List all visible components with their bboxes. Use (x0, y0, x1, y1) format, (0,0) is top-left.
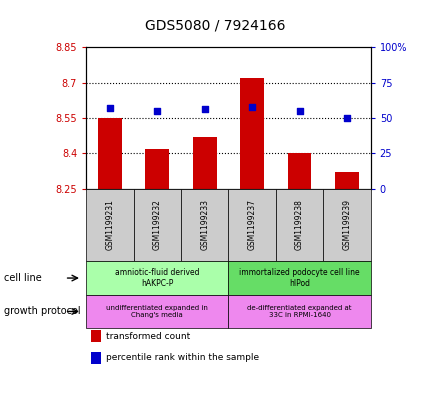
Point (154, 108, 160, 114)
Point (248, 103, 255, 110)
Text: undifferentiated expanded in
Chang's media: undifferentiated expanded in Chang's med… (106, 305, 208, 318)
Text: immortalized podocyte cell line
hIPod: immortalized podocyte cell line hIPod (239, 268, 359, 288)
Text: transformed count: transformed count (105, 332, 189, 340)
Point (343, 115, 350, 121)
Bar (334, 172, 358, 189)
Text: cell line: cell line (4, 273, 42, 283)
Point (295, 108, 302, 114)
Text: GSM1199231: GSM1199231 (105, 200, 114, 250)
Bar (287, 153, 310, 189)
Bar (240, 78, 263, 189)
Text: GSM1199233: GSM1199233 (200, 200, 209, 250)
Bar (145, 149, 169, 189)
Text: GSM1199232: GSM1199232 (153, 200, 161, 250)
Text: percentile rank within the sample: percentile rank within the sample (105, 353, 258, 362)
Point (201, 106, 208, 112)
Text: GSM1199237: GSM1199237 (247, 200, 256, 250)
Bar (98, 118, 121, 189)
Text: GSM1199238: GSM1199238 (295, 200, 303, 250)
Bar (192, 137, 216, 189)
Text: GDS5080 / 7924166: GDS5080 / 7924166 (145, 18, 285, 33)
Text: growth protocol: growth protocol (4, 307, 81, 316)
Text: de-differentiated expanded at
33C in RPMI-1640: de-differentiated expanded at 33C in RPM… (247, 305, 351, 318)
Text: amniotic-fluid derived
hAKPC-P: amniotic-fluid derived hAKPC-P (115, 268, 199, 288)
Text: GSM1199239: GSM1199239 (342, 200, 350, 250)
Point (106, 105, 113, 111)
